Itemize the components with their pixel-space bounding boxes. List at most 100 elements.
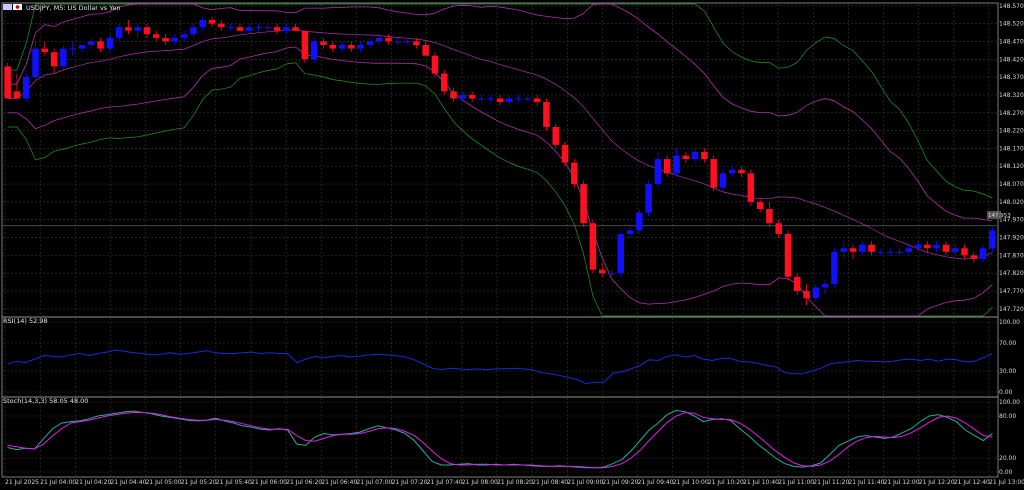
bear-candle [320, 41, 327, 46]
bear-candle [329, 45, 337, 49]
time-tick-label: 21 Jul 2025 [5, 479, 39, 486]
bull-candle [357, 45, 364, 49]
bull-candle [264, 27, 272, 29]
bear-candle [162, 37, 169, 42]
bull-candle [459, 94, 467, 99]
bull-candle [88, 41, 95, 46]
bull-candle [115, 27, 123, 38]
bear-candle [413, 41, 420, 46]
time-tick-label: 21 Jul 11:40 [848, 479, 884, 486]
bear-candle [273, 27, 281, 31]
bull-candle [608, 273, 615, 275]
price-tick-label: 148.320 [999, 92, 1024, 99]
bear-candle [431, 55, 439, 74]
bear-candle [208, 20, 216, 24]
time-tick-label: 21 Jul 06:00 [251, 479, 287, 486]
time-tick-label: 21 Jul 08:40 [532, 479, 568, 486]
bull-candle [227, 27, 234, 29]
bear-candle [794, 276, 801, 292]
bull-candle [171, 37, 179, 42]
bear-candle [348, 45, 355, 49]
time-tick-label: 21 Jul 09:00 [567, 479, 603, 486]
bull-candle [886, 251, 894, 253]
candlestick-series[interactable] [4, 16, 996, 306]
bear-candle [849, 248, 857, 252]
time-tick-label: 21 Jul 09:20 [602, 479, 638, 486]
bull-candle [506, 98, 513, 103]
bollinger-bands [3, 3, 997, 317]
bear-candle [701, 151, 708, 160]
bull-candle [645, 184, 652, 213]
bear-candle [784, 233, 792, 277]
bull-candle [106, 37, 114, 49]
price-tick-label: 148.520 [999, 21, 1024, 28]
bull-candle [914, 244, 922, 249]
stoch-tick-label: 0.00 [999, 469, 1013, 476]
bull-candle [989, 230, 996, 249]
bear-candle [292, 27, 299, 31]
bear-candle [441, 73, 448, 92]
bear-candle [571, 162, 578, 185]
bull-candle [60, 48, 67, 67]
price-tick-label: 147.820 [999, 270, 1024, 277]
symbol-title: USDJPY, M5: US Dollar vs Yen [26, 4, 120, 12]
bull-candle [877, 251, 885, 253]
bull-candle [859, 244, 866, 252]
time-tick-label: 21 Jul 08:20 [497, 479, 533, 486]
stoch-main-line [7, 409, 993, 469]
bear-candle [422, 45, 429, 56]
time-tick-label: 21 Jul 11:00 [778, 479, 814, 486]
bull-candle [691, 151, 699, 160]
bear-candle [961, 248, 968, 256]
rsi-tick-label: 30.00 [999, 368, 1016, 375]
us-flag-icon [3, 4, 12, 10]
price-tick-label: 147.720 [999, 306, 1024, 313]
current-price-label: 147.953 [988, 213, 1011, 219]
bear-candle [942, 244, 950, 252]
stoch-tick-label: 80.00 [999, 413, 1016, 420]
rsi-title: RSI(14) 52.98 [3, 317, 48, 325]
bull-candle [245, 27, 253, 31]
bear-candle [533, 98, 541, 103]
bear-candle [4, 66, 11, 99]
bull-candle [190, 27, 197, 35]
time-tick-label: 21 Jul 05:00 [146, 479, 182, 486]
time-axis: 21 Jul 2025 21 Jul 04:00 21 Jul 04:20 21 Ju… [5, 479, 1024, 486]
bear-candle [682, 155, 690, 160]
panel-frame [1, 396, 999, 478]
bull-candle [979, 248, 987, 259]
bear-candle [598, 269, 606, 274]
time-tick-label: 21 Jul 07:00 [356, 479, 392, 486]
bollinger-middle-line [7, 29, 993, 260]
stoch-tick-label: 20.00 [999, 455, 1016, 462]
bull-candle [180, 34, 188, 38]
time-tick-label: 21 Jul 04:20 [75, 479, 111, 486]
time-tick-label: 21 Jul 06:20 [286, 479, 322, 486]
time-tick-label: 21 Jul 10:20 [708, 479, 744, 486]
bull-candle [821, 283, 829, 288]
jp-flag-dot [15, 5, 20, 9]
stochastic-indicator: 100.00 80.00 20.00 0.00 [3, 399, 1020, 476]
grid-lines [3, 4, 997, 476]
bear-candle [766, 209, 773, 224]
bear-candle [301, 30, 309, 60]
bull-candle [134, 27, 141, 31]
time-tick-label: 21 Jul 06:40 [321, 479, 357, 486]
bull-candle [283, 27, 290, 31]
rsi-tick-label: 0.00 [999, 389, 1013, 396]
price-tick-label: 148.220 [999, 128, 1024, 135]
bull-candle [728, 169, 736, 174]
bull-candle [933, 244, 940, 249]
bear-candle [561, 144, 569, 163]
rsi-tick-label: 100.00 [999, 319, 1020, 326]
time-tick-label: 21 Jul 07:40 [427, 479, 463, 486]
time-tick-label: 21 Jul 05:40 [216, 479, 252, 486]
bull-candle [951, 248, 959, 252]
price-tick-label: 148.070 [999, 181, 1024, 188]
bear-candle [747, 173, 755, 202]
time-tick-label: 21 Jul 07:20 [392, 479, 428, 486]
bear-candle [543, 102, 550, 128]
time-tick-label: 21 Jul 12:20 [919, 479, 955, 486]
price-tick-label: 148.270 [999, 110, 1024, 117]
